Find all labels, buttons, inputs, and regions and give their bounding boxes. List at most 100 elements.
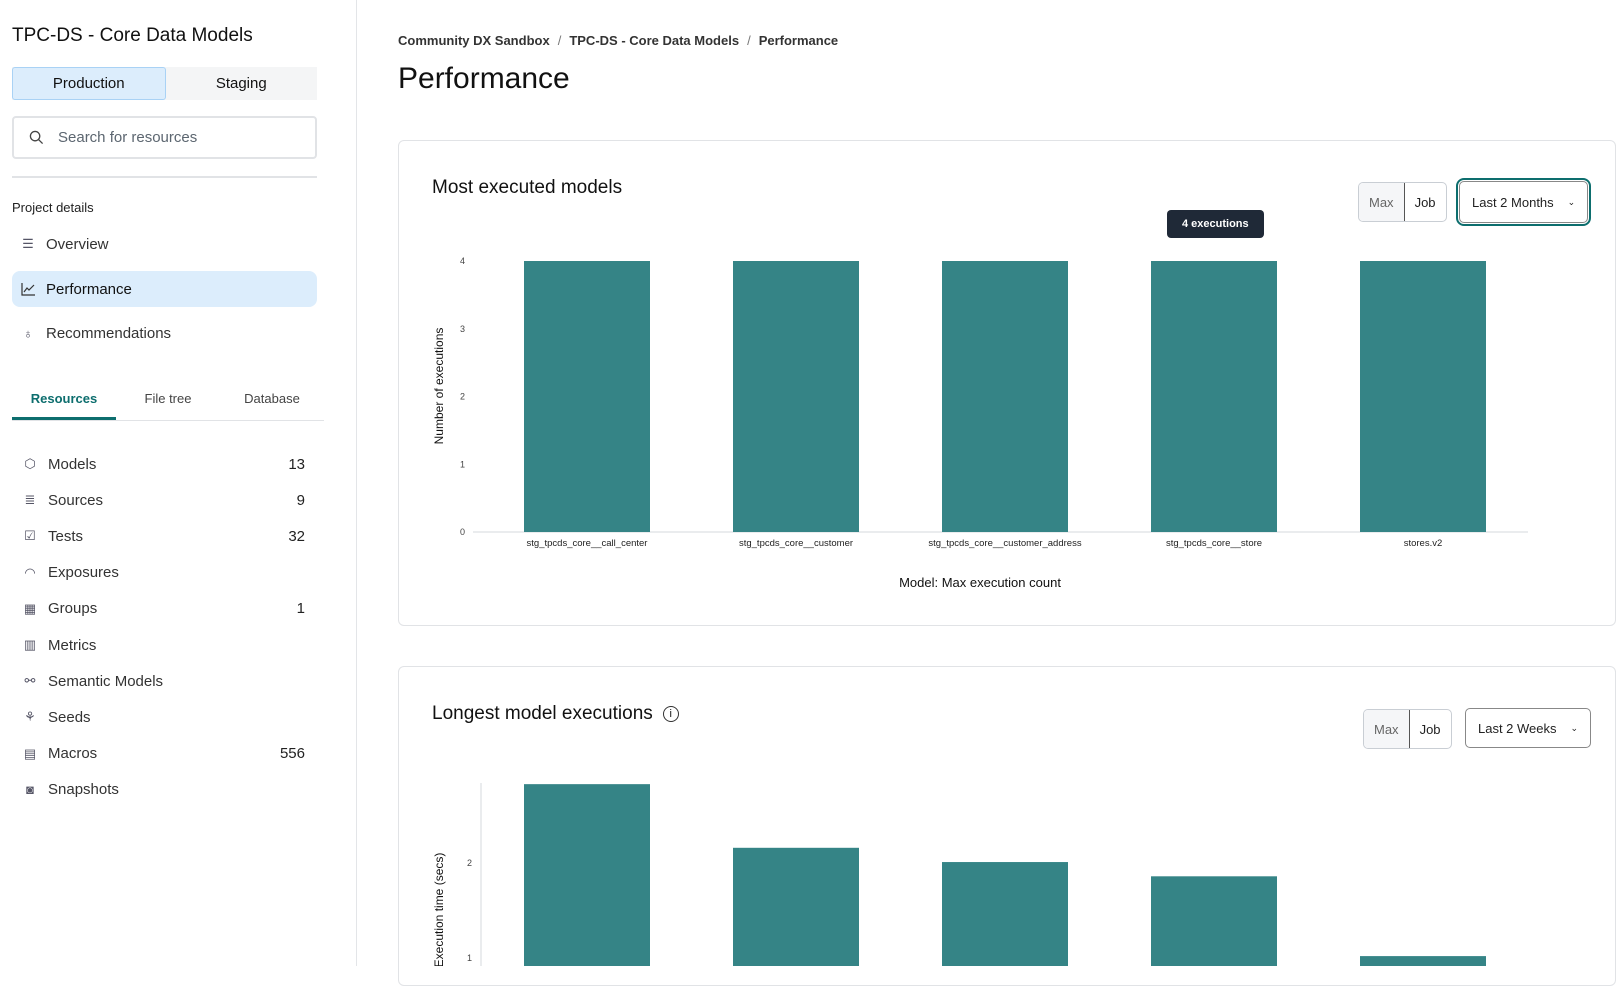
gauge-icon: ◠ xyxy=(24,564,36,580)
bar xyxy=(1151,261,1277,532)
resource-item-exposures[interactable]: ◠ Exposures xyxy=(22,558,305,588)
chevron-down-icon: ⌄ xyxy=(1570,722,1579,733)
grid-icon: ▦ xyxy=(23,600,37,616)
job-button[interactable]: Job xyxy=(1403,183,1446,221)
most-executed-chart: 0 1 2 3 4 stg_tpcds_core__call_center stg_tpcd… xyxy=(432,256,1528,590)
aggregation-toggle: Max Job xyxy=(1363,709,1452,749)
resource-label: Exposures xyxy=(48,564,119,582)
x-tick-label: stores.v2 xyxy=(1404,538,1443,549)
env-tab-staging[interactable]: Staging xyxy=(215,75,267,92)
env-tab-production[interactable]: Production xyxy=(12,67,166,100)
resource-label: Models xyxy=(48,455,97,473)
y-tick-label: 0 xyxy=(460,527,465,537)
resource-count: 556 xyxy=(279,745,305,763)
nav-label: Recommendations xyxy=(46,324,172,342)
time-range-dropdown[interactable]: Last 2 Months ⌄ xyxy=(1455,178,1592,226)
resource-label: Metrics xyxy=(48,636,97,654)
resource-label: Snapshots xyxy=(48,781,119,799)
resource-count: 13 xyxy=(288,455,305,473)
resource-item-snapshots[interactable]: ◙ Snapshots xyxy=(22,775,305,805)
breadcrumb-current: Performance xyxy=(758,33,839,48)
x-tick-label: stg_tpcds_core__call_center xyxy=(527,538,648,549)
resource-item-seeds[interactable]: ⚘ Seeds xyxy=(22,702,305,732)
y-tick-label: 1 xyxy=(460,459,465,469)
time-range-dropdown[interactable]: Last 2 Weeks ⌄ xyxy=(1465,708,1592,748)
nav-recommendations[interactable]: ♁ Recommendations xyxy=(12,315,317,351)
resource-count: 1 xyxy=(296,600,305,618)
y-axis-title: Number of executions xyxy=(432,328,446,445)
nav-performance[interactable]: Performance xyxy=(12,271,317,307)
max-button[interactable]: Max xyxy=(1359,183,1404,221)
resource-label: Semantic Models xyxy=(48,672,164,690)
divider xyxy=(12,176,317,178)
aggregation-toggle: Max Job xyxy=(1358,182,1447,222)
environment-toggle: Production Staging xyxy=(12,67,317,100)
clipboard-check-icon: ☑ xyxy=(24,528,36,544)
resource-item-tests[interactable]: ☑ Tests 32 xyxy=(22,521,305,551)
chart-line-icon xyxy=(20,281,36,297)
nav-label: Performance xyxy=(46,280,132,298)
resource-label: Tests xyxy=(48,527,84,545)
resource-label: Seeds xyxy=(48,708,91,726)
y-tick-label: 3 xyxy=(460,324,465,334)
breadcrumb-item[interactable]: Community DX Sandbox xyxy=(398,33,550,48)
camera-icon: ◙ xyxy=(26,782,34,798)
resource-count: 32 xyxy=(288,527,305,545)
breadcrumb-item[interactable]: TPC-DS - Core Data Models xyxy=(569,33,740,48)
resource-item-semantic-models[interactable]: ⚯ Semantic Models xyxy=(22,666,305,696)
sprout-icon: ⚘ xyxy=(24,709,36,725)
x-tick-label: stg_tpcds_core__store xyxy=(1166,538,1262,549)
nav-label: Overview xyxy=(46,235,109,253)
card-title: Most executed models xyxy=(432,177,623,198)
bar xyxy=(524,261,650,532)
resource-label: Sources xyxy=(48,491,104,509)
dropdown-value: Last 2 Weeks xyxy=(1478,720,1557,736)
dropdown-value: Last 2 Months xyxy=(1472,194,1554,210)
resource-label: Macros xyxy=(48,745,98,763)
bar-chart-icon: ▥ xyxy=(23,637,37,652)
breadcrumb: Community DX Sandbox / TPC-DS - Core Data… xyxy=(398,33,839,48)
bar xyxy=(1360,261,1486,532)
longest-executions-card: Longest model executions i Max Job Last … xyxy=(398,666,1616,986)
section-label: Project details xyxy=(12,200,94,215)
resource-item-sources[interactable]: ≣ Sources 9 xyxy=(22,485,305,515)
card-title-wrap: Longest model executions i xyxy=(432,703,679,725)
nav-overview[interactable]: ☰ Overview xyxy=(12,226,317,262)
list-icon: ☰ xyxy=(22,236,34,251)
project-title: TPC-DS - Core Data Models xyxy=(12,25,253,46)
page-title: Performance xyxy=(398,62,570,95)
database-icon: ≣ xyxy=(24,492,36,508)
document-icon: ▤ xyxy=(23,745,37,761)
bar xyxy=(733,261,859,532)
card-title: Longest model executions xyxy=(432,703,653,724)
y-tick-label: 4 xyxy=(460,256,465,266)
resource-label: Groups xyxy=(48,600,98,618)
most-executed-card: Most executed models Max Job Last 2 Mont… xyxy=(398,140,1616,626)
max-button[interactable]: Max xyxy=(1364,710,1409,748)
job-button[interactable]: Job xyxy=(1408,710,1451,748)
bar xyxy=(942,261,1068,532)
tab-resources[interactable]: Resources xyxy=(12,386,116,420)
x-axis-title: Model: Max execution count xyxy=(899,575,1061,590)
cube-icon: ⬡ xyxy=(24,456,36,471)
lightbulb-icon: ♁ xyxy=(23,325,33,341)
tab-file-tree[interactable]: File tree xyxy=(144,391,192,406)
nodes-icon: ⚯ xyxy=(24,673,36,689)
search-input[interactable]: Search for resources xyxy=(12,116,317,159)
tab-database[interactable]: Database xyxy=(244,391,300,406)
chevron-down-icon: ⌄ xyxy=(1567,196,1576,207)
search-icon xyxy=(28,130,44,146)
resource-item-macros[interactable]: ▤ Macros 556 xyxy=(22,739,305,769)
search-placeholder: Search for resources xyxy=(58,129,198,146)
x-tick-label: stg_tpcds_core__customer xyxy=(739,538,853,549)
resource-count: 9 xyxy=(296,491,305,509)
bar-tooltip: 4 executions xyxy=(1167,210,1264,238)
sidebar: TPC-DS - Core Data Models Production Sta… xyxy=(0,0,357,966)
resource-item-models[interactable]: ⬡ Models 13 xyxy=(22,449,305,479)
y-tick-label: 2 xyxy=(460,392,465,402)
resource-item-groups[interactable]: ▦ Groups 1 xyxy=(22,594,305,624)
x-tick-label: stg_tpcds_core__customer_address xyxy=(928,538,1081,549)
info-icon[interactable]: i xyxy=(662,706,679,722)
resource-tabs: Resources File tree Database xyxy=(12,386,324,421)
resource-item-metrics[interactable]: ▥ Metrics xyxy=(22,630,305,660)
